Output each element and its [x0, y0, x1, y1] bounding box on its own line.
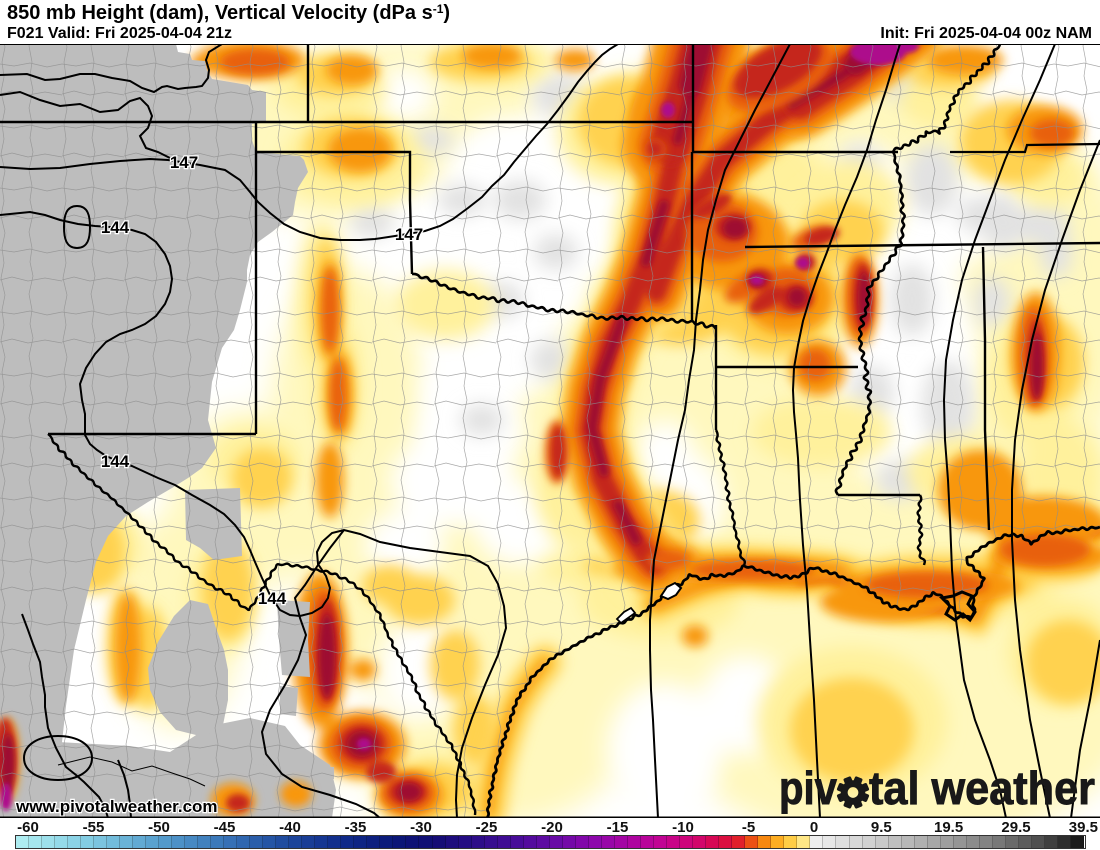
svg-text:144: 144	[101, 452, 130, 471]
svg-text:144: 144	[101, 218, 130, 237]
svg-text:144: 144	[258, 589, 287, 608]
svg-text:147: 147	[395, 225, 423, 244]
svg-text:147: 147	[170, 153, 198, 172]
svg-text:piv: piv	[779, 762, 837, 814]
svg-text:www.pivotalweather.com: www.pivotalweather.com	[15, 797, 218, 816]
svg-text:tal weather: tal weather	[869, 762, 1095, 814]
